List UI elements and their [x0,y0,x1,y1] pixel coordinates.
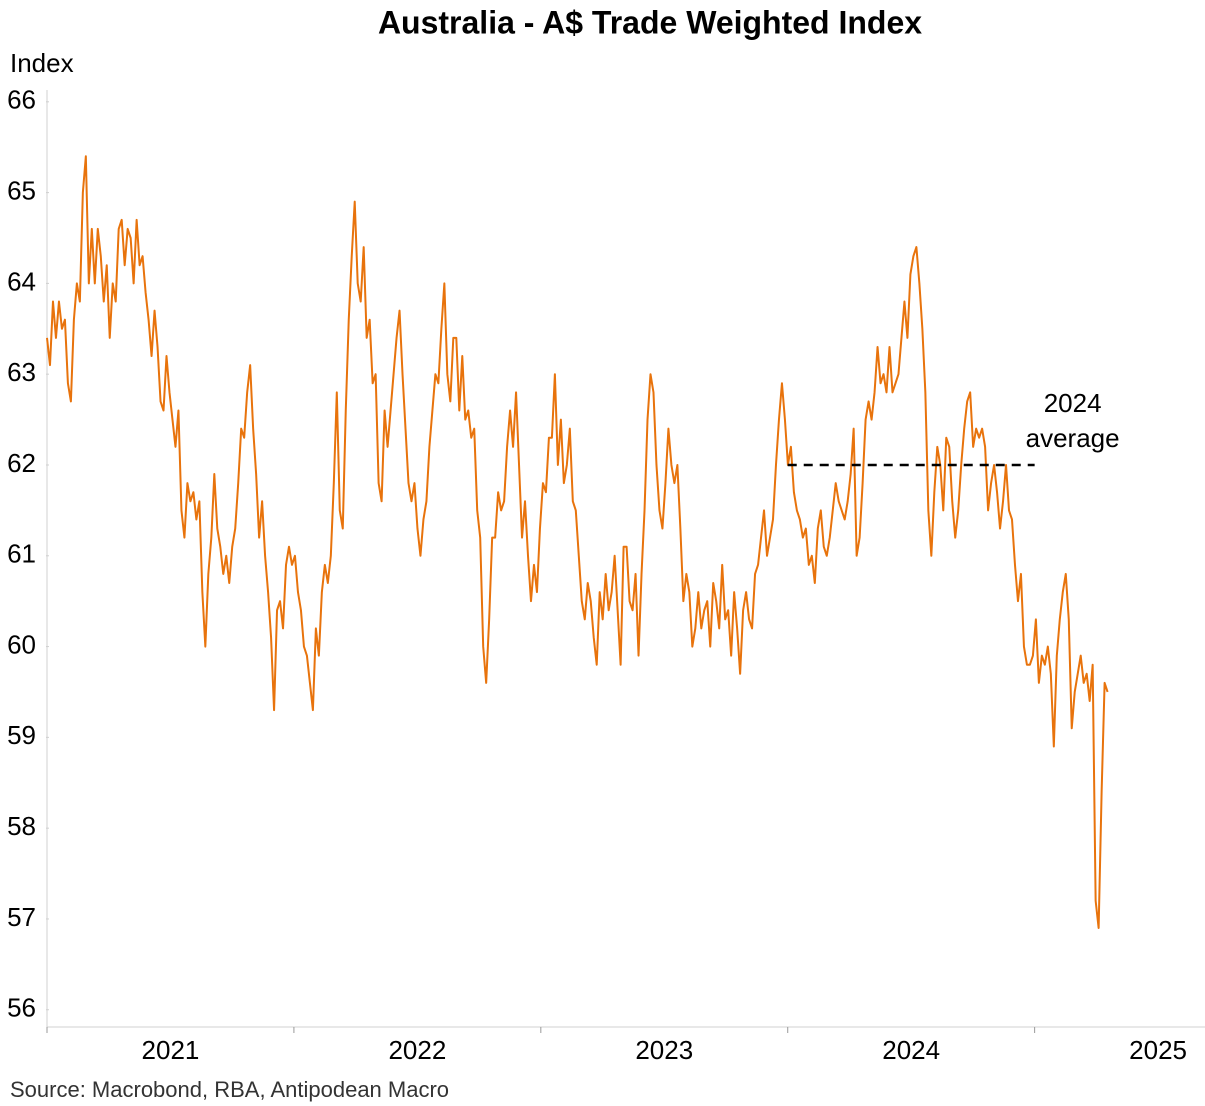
y-tick-label: 65 [7,175,36,205]
source-note: Source: Macrobond, RBA, Antipodean Macro [10,1077,449,1102]
y-tick-label: 60 [7,629,36,659]
x-tick-label: 2025 [1129,1035,1187,1065]
chart-title: Australia - A$ Trade Weighted Index [378,4,922,40]
y-tick-label: 57 [7,902,36,932]
x-tick-label: 2022 [388,1035,446,1065]
y-tick-label: 62 [7,448,36,478]
x-tick-label: 2024 [882,1035,940,1065]
y-tick-label: 58 [7,811,36,841]
y-tick-label: 63 [7,357,36,387]
y-tick-label: 66 [7,85,36,115]
y-tick-label: 61 [7,539,36,569]
y-tick-label: 59 [7,720,36,750]
x-tick-label: 2021 [142,1035,200,1065]
x-tick-label: 2023 [635,1035,693,1065]
average-label: 2024 [1044,388,1102,418]
average-label: average [1026,423,1120,453]
y-tick-label: 56 [7,993,36,1023]
index-line [46,155,1109,930]
y-tick-label: 64 [7,266,36,296]
y-axis-label: Index [10,48,74,78]
